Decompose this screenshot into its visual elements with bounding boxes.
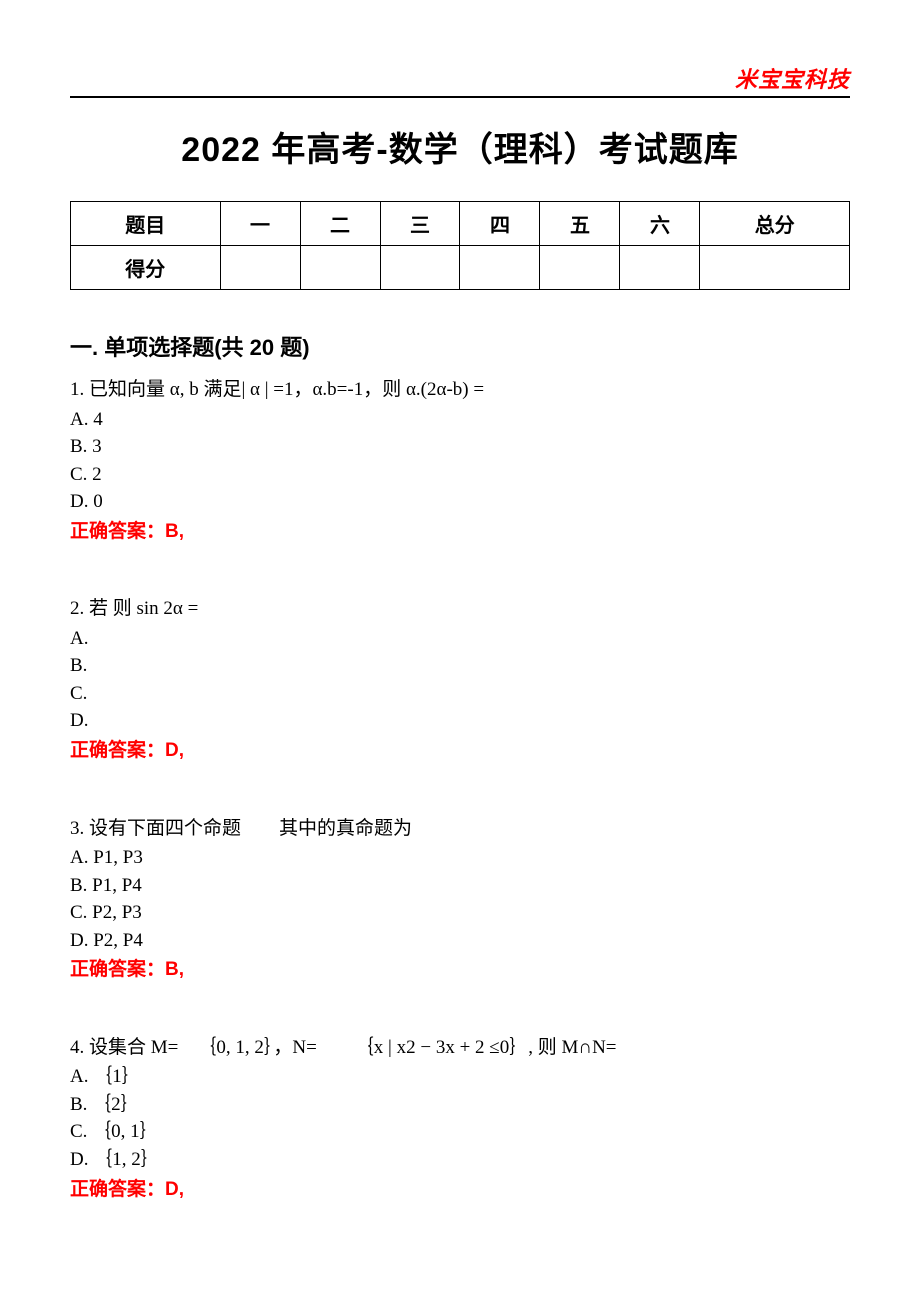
- question-option: B.: [70, 652, 850, 680]
- section-heading: 一. 单项选择题(共 20 题): [70, 330, 850, 362]
- page-title: 2022 年高考-数学（理科）考试题库: [70, 122, 850, 171]
- score-col-header: 题目: [71, 202, 221, 246]
- question-answer: 正确答案：D,: [70, 1176, 850, 1204]
- question-stem: 3. 设有下面四个命题 其中的真命题为: [70, 815, 850, 843]
- score-col-header: 二: [300, 202, 380, 246]
- question-block: 3. 设有下面四个命题 其中的真命题为 A. P1, P3 B. P1, P4 …: [70, 815, 850, 984]
- question-option: C.: [70, 680, 850, 708]
- score-cell: [300, 246, 380, 290]
- question-stem: 2. 若 则 sin 2α =: [70, 595, 850, 623]
- question-answer: 正确答案：B,: [70, 956, 850, 984]
- question-stem: 1. 已知向量 α, b 满足| α | =1，α.b=-1，则 α.(2α-b…: [70, 376, 850, 404]
- score-col-header: 一: [220, 202, 300, 246]
- score-cell: [220, 246, 300, 290]
- score-cell: [540, 246, 620, 290]
- answer-value: D,: [165, 740, 184, 761]
- answer-value: D,: [165, 1179, 184, 1200]
- question-option: B. P1, P4: [70, 872, 850, 900]
- question-option: B. ｛2｝: [70, 1091, 850, 1119]
- answer-prefix: 正确答案：: [70, 959, 165, 980]
- answer-prefix: 正确答案：: [70, 1179, 165, 1200]
- question-option: D. 0: [70, 488, 850, 516]
- score-table: 题目 一 二 三 四 五 六 总分 得分: [70, 201, 850, 290]
- answer-value: B,: [165, 959, 184, 980]
- score-cell: [380, 246, 460, 290]
- score-cell: [460, 246, 540, 290]
- score-table-header-row: 题目 一 二 三 四 五 六 总分: [71, 202, 850, 246]
- score-cell: [700, 246, 850, 290]
- question-block: 2. 若 则 sin 2α = A. B. C. D. 正确答案：D,: [70, 595, 850, 764]
- question-option: A. P1, P3: [70, 844, 850, 872]
- score-col-header: 六: [620, 202, 700, 246]
- question-option: C. P2, P3: [70, 899, 850, 927]
- question-answer: 正确答案：D,: [70, 737, 850, 765]
- question-block: 4. 设集合 M= ｛0, 1, 2｝，N= ｛x | x2 − 3x + 2 …: [70, 1034, 850, 1203]
- question-answer: 正确答案：B,: [70, 518, 850, 546]
- score-table-value-row: 得分: [71, 246, 850, 290]
- question-option: C. ｛0, 1｝: [70, 1118, 850, 1146]
- answer-prefix: 正确答案：: [70, 740, 165, 761]
- score-col-header: 五: [540, 202, 620, 246]
- score-col-header: 三: [380, 202, 460, 246]
- question-option: A.: [70, 625, 850, 653]
- answer-value: B,: [165, 521, 184, 542]
- question-option: A. 4: [70, 406, 850, 434]
- top-rule: [70, 96, 850, 98]
- question-option: C. 2: [70, 461, 850, 489]
- score-col-header: 总分: [700, 202, 850, 246]
- score-col-header: 四: [460, 202, 540, 246]
- question-option: B. 3: [70, 433, 850, 461]
- answer-prefix: 正确答案：: [70, 521, 165, 542]
- question-option: D. ｛1, 2｝: [70, 1146, 850, 1174]
- brand-text: 米宝宝科技: [735, 62, 850, 94]
- question-option: D.: [70, 707, 850, 735]
- question-stem: 4. 设集合 M= ｛0, 1, 2｝，N= ｛x | x2 − 3x + 2 …: [70, 1034, 850, 1062]
- question-option: A. ｛1｝: [70, 1063, 850, 1091]
- question-block: 1. 已知向量 α, b 满足| α | =1，α.b=-1，则 α.(2α-b…: [70, 376, 850, 545]
- question-option: D. P2, P4: [70, 927, 850, 955]
- score-row-label: 得分: [71, 246, 221, 290]
- score-cell: [620, 246, 700, 290]
